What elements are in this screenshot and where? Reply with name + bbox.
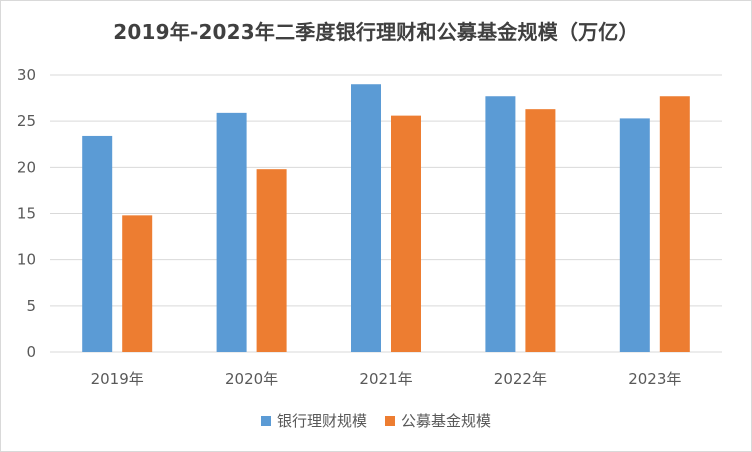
legend-item-bank-wealth: 银行理财规模	[260, 410, 367, 431]
bar-bank-wealth-2	[351, 84, 381, 352]
legend-label-public-fund: 公募基金规模	[401, 412, 492, 430]
chart-title: 2019年-2023年二季度银行理财和公募基金规模（万亿）	[113, 20, 639, 44]
bar-public-fund-4	[659, 96, 690, 352]
bar-bank-wealth-3	[485, 96, 516, 352]
legend-label-bank-wealth: 银行理财规模	[276, 412, 367, 430]
legend-swatch-bank-wealth	[260, 415, 271, 426]
bar-public-fund-2	[391, 115, 421, 352]
x-tick-label: 2022年	[494, 370, 547, 388]
x-tick-label: 2020年	[225, 370, 278, 388]
x-tick-label: 2021年	[359, 370, 412, 388]
x-tick-label: 2019年	[91, 370, 144, 388]
y-tick-label: 25	[17, 112, 36, 130]
x-tick-label: 2023年	[628, 370, 681, 388]
y-tick-label: 30	[17, 66, 36, 84]
y-tick-label: 5	[26, 297, 36, 315]
bar-bank-wealth-0	[82, 135, 113, 352]
legend-item-public-fund: 公募基金规模	[385, 410, 491, 431]
y-tick-label: 20	[17, 158, 36, 176]
y-tick-label: 10	[17, 251, 36, 269]
bar-public-fund-3	[525, 109, 556, 352]
bar-bank-wealth-1	[216, 112, 247, 353]
y-tick-label: 15	[17, 205, 36, 223]
bar-bank-wealth-4	[619, 118, 650, 352]
bar-public-fund-0	[122, 215, 153, 352]
y-tick-label: 0	[26, 343, 36, 361]
chart-legend: 银行理财规模 公募基金规模	[0, 410, 752, 431]
bar-public-fund-1	[256, 169, 287, 352]
legend-swatch-public-fund	[385, 415, 395, 426]
